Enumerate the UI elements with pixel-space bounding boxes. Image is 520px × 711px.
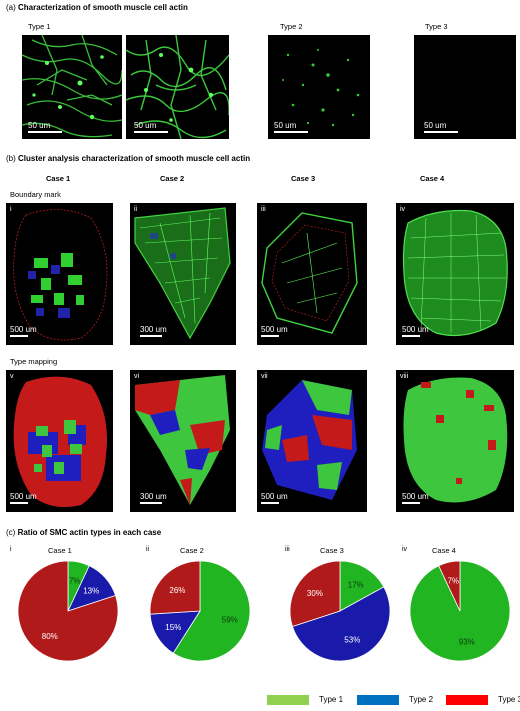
row-label-boundary: Boundary mark (10, 190, 61, 199)
scale-bar: 500 um (10, 325, 37, 337)
pie-2-slice-type3 (149, 560, 201, 615)
case2-heading: Case 2 (160, 174, 185, 183)
case4-heading: Case 4 (420, 174, 445, 183)
pie-3-label-type3: 30% (307, 589, 323, 598)
pie-2-label-type2: 15% (165, 623, 181, 632)
case1-heading: Case 1 (46, 174, 71, 183)
scale-bar: 500 um (402, 325, 429, 337)
pie-3-label-type1: 17% (348, 580, 364, 589)
section-b-title: (b) Cluster analysis characterization of… (6, 154, 251, 163)
pie-2-slice-type1 (172, 560, 251, 662)
scale-bar: 500 um (261, 492, 288, 504)
pie-3-slice-type3 (289, 560, 341, 627)
mapping-case1: v 500 um (6, 370, 113, 512)
pie-title-1: Case 1 (48, 546, 72, 555)
scale-bar: 50 um (274, 121, 308, 133)
pie-1-label-type3: 80% (42, 632, 58, 641)
case3-heading: Case 3 (291, 174, 316, 183)
section-c-title: (c) Ratio of SMC actin types in each cas… (6, 528, 162, 537)
scale-bar: 300 um (140, 492, 167, 504)
legend-type3: Type 3 (446, 695, 520, 705)
legend-type1: Type 1 (267, 695, 343, 705)
legend-swatch (267, 695, 309, 705)
pie-title-2: Case 2 (180, 546, 204, 555)
pie-numeral-1: i (10, 546, 12, 553)
legend-swatch (357, 695, 399, 705)
type1-label: Type 1 (28, 22, 51, 31)
pie-charts: 7%13%80%59%15%26%17%53%30%93%7% (17, 560, 511, 662)
type2-label: Type 2 (280, 22, 303, 31)
boundary-case1: i 500 um (6, 203, 113, 345)
pie-1-label-type1: 7% (69, 577, 81, 586)
micrograph-type3: 50 um (414, 35, 516, 139)
pie-4-label-type3: 7% (447, 577, 459, 586)
pie-title-4: Case 4 (432, 546, 456, 555)
scale-bar: 50 um (424, 121, 458, 133)
mapping-case3: vii 500 um (257, 370, 367, 512)
pie-2-label-type1: 59% (222, 616, 238, 625)
boundary-case4: iv 500 um (396, 203, 514, 345)
pie-numeral-4: iv (402, 546, 408, 553)
micrograph-type1-a: 50 um (22, 35, 122, 139)
type3-label: Type 3 (425, 22, 448, 31)
scale-bar: 500 um (402, 492, 429, 504)
pie-3-label-type2: 53% (344, 635, 360, 644)
pie-3-slice-type1 (339, 560, 385, 612)
pie-3-slice-type2 (291, 586, 391, 662)
pie-4-slice-type3 (438, 560, 461, 612)
legend-swatch (446, 695, 488, 705)
section-a-title: (a) Characterization of smooth muscle ce… (6, 3, 188, 12)
legend-type2: Type 2 (357, 695, 433, 705)
pie-2-label-type3: 26% (169, 586, 185, 595)
row-label-mapping: Type mapping (10, 357, 58, 366)
mapping-case2: vi 300 um (130, 370, 236, 512)
scale-bar: 50 um (134, 121, 168, 133)
pie-title-3: Case 3 (320, 546, 344, 555)
scale-bar: 500 um (10, 492, 37, 504)
scale-bar: 500 um (261, 325, 288, 337)
boundary-case3: iii 500 um (257, 203, 367, 345)
scale-bar: 300 um (140, 325, 167, 337)
micrograph-type2: 50 um (268, 35, 370, 139)
micrograph-type1-b: 50 um (126, 35, 229, 139)
boundary-case2: ii 300 um (130, 203, 236, 345)
mapping-case4: viii 500 um (396, 370, 514, 512)
pie-numeral-3: iii (285, 546, 290, 553)
pie-1-slice-type3 (17, 560, 119, 662)
scale-bar: 50 um (28, 121, 62, 133)
pie-numeral-2: ii (146, 546, 150, 553)
pie-4-label-type1: 93% (459, 637, 475, 646)
pie-1-label-type2: 13% (83, 586, 99, 595)
